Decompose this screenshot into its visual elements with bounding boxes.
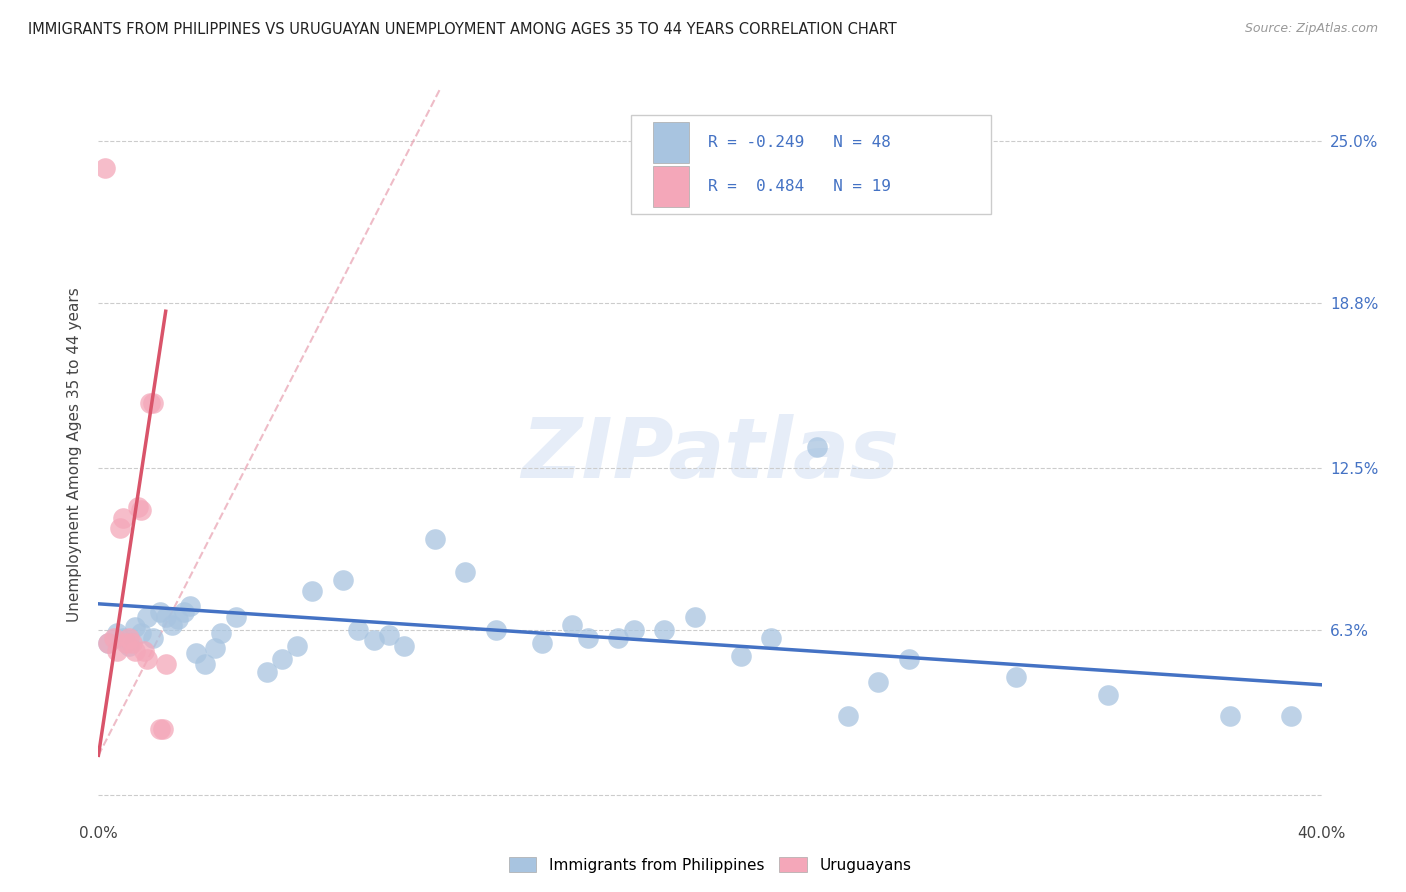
Point bbox=[111, 631, 134, 645]
Text: R =  0.484   N = 19: R = 0.484 N = 19 bbox=[707, 179, 890, 194]
Point bbox=[142, 395, 165, 409]
Point bbox=[149, 605, 172, 619]
Point bbox=[136, 610, 159, 624]
Legend: Immigrants from Philippines, Uruguayans: Immigrants from Philippines, Uruguayans bbox=[503, 851, 917, 879]
Point bbox=[209, 625, 232, 640]
Point bbox=[124, 620, 146, 634]
Point bbox=[121, 636, 143, 650]
Point bbox=[155, 657, 177, 671]
Point bbox=[607, 631, 630, 645]
Point bbox=[576, 631, 599, 645]
Point bbox=[730, 649, 752, 664]
Point bbox=[652, 623, 675, 637]
Point bbox=[115, 636, 138, 650]
Point bbox=[806, 440, 828, 454]
Text: ZIPatlas: ZIPatlas bbox=[522, 415, 898, 495]
Point bbox=[108, 521, 131, 535]
Point bbox=[139, 395, 162, 409]
Point bbox=[392, 639, 416, 653]
Point bbox=[204, 641, 226, 656]
Point bbox=[155, 610, 177, 624]
Point bbox=[129, 503, 152, 517]
Text: R = -0.249   N = 48: R = -0.249 N = 48 bbox=[707, 135, 890, 150]
Point bbox=[1097, 688, 1119, 702]
Point bbox=[530, 636, 553, 650]
Point bbox=[1279, 709, 1302, 723]
Bar bbox=[652, 122, 689, 162]
Point bbox=[561, 617, 583, 632]
Point bbox=[149, 723, 172, 737]
Point bbox=[683, 610, 706, 624]
Point bbox=[152, 723, 174, 737]
Point bbox=[142, 631, 165, 645]
Point bbox=[118, 639, 141, 653]
Point bbox=[347, 623, 370, 637]
Point bbox=[868, 675, 890, 690]
Point bbox=[378, 628, 401, 642]
Point bbox=[97, 636, 120, 650]
Point bbox=[97, 636, 120, 650]
Point bbox=[454, 566, 477, 580]
Point bbox=[1004, 670, 1026, 684]
Point bbox=[127, 500, 149, 515]
Point bbox=[363, 633, 385, 648]
Point bbox=[93, 161, 115, 175]
Point bbox=[256, 665, 278, 679]
Point bbox=[134, 644, 156, 658]
Y-axis label: Unemployment Among Ages 35 to 44 years: Unemployment Among Ages 35 to 44 years bbox=[67, 287, 83, 623]
Point bbox=[485, 623, 508, 637]
Point bbox=[167, 613, 190, 627]
Point bbox=[1219, 709, 1241, 723]
Point bbox=[160, 617, 183, 632]
Text: IMMIGRANTS FROM PHILIPPINES VS URUGUAYAN UNEMPLOYMENT AMONG AGES 35 TO 44 YEARS : IMMIGRANTS FROM PHILIPPINES VS URUGUAYAN… bbox=[28, 22, 897, 37]
Point bbox=[136, 651, 159, 665]
Point bbox=[837, 709, 859, 723]
Point bbox=[186, 647, 208, 661]
Point bbox=[194, 657, 217, 671]
Point bbox=[759, 631, 782, 645]
Point bbox=[301, 583, 323, 598]
Bar bbox=[652, 167, 689, 207]
Point bbox=[173, 605, 195, 619]
Text: Source: ZipAtlas.com: Source: ZipAtlas.com bbox=[1244, 22, 1378, 36]
Point bbox=[118, 631, 141, 645]
Point bbox=[332, 574, 354, 588]
FancyBboxPatch shape bbox=[630, 115, 991, 213]
Point bbox=[124, 644, 146, 658]
Point bbox=[105, 644, 128, 658]
Point bbox=[897, 651, 920, 665]
Point bbox=[179, 599, 201, 614]
Point bbox=[623, 623, 645, 637]
Point bbox=[225, 610, 247, 624]
Point bbox=[105, 625, 128, 640]
Point bbox=[423, 532, 446, 546]
Point bbox=[103, 631, 125, 645]
Point bbox=[270, 651, 292, 665]
Point bbox=[285, 639, 308, 653]
Point bbox=[129, 625, 152, 640]
Point bbox=[111, 510, 134, 524]
